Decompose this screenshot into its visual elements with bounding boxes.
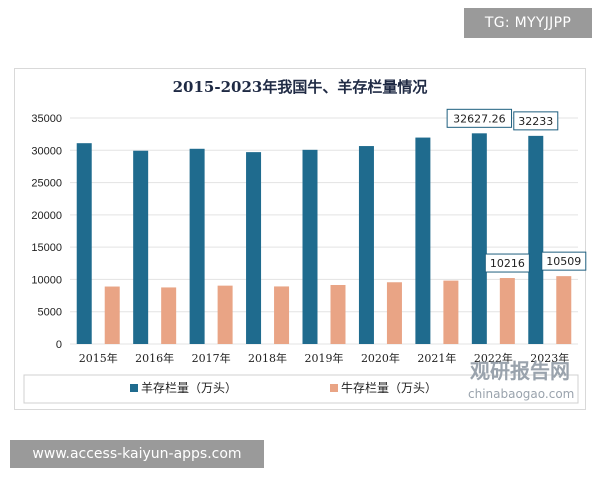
bar-cattle [499, 278, 515, 344]
data-label-text: 32233 [518, 115, 553, 128]
legend-swatch-sheep [130, 384, 138, 392]
legend-box [23, 374, 579, 404]
x-tick-label: 2020年 [361, 351, 400, 365]
bar-cattle [217, 285, 233, 344]
grid-lines [70, 117, 578, 345]
legend: 羊存栏量（万头） 牛存栏量（万头） [23, 374, 579, 404]
bar-sheep [358, 146, 374, 344]
bar-sheep [189, 148, 205, 344]
x-tick-label: 2016年 [135, 351, 174, 365]
y-tick-label: 15000 [31, 242, 62, 254]
y-tick-label: 20000 [31, 210, 62, 222]
data-label-text: 10509 [546, 255, 581, 268]
x-tick-label: 2017年 [192, 351, 231, 365]
data-label: 10509 [541, 251, 587, 271]
y-tick-label: 10000 [31, 274, 62, 286]
y-tick-label: 5000 [38, 307, 62, 319]
bar-cattle [386, 282, 402, 344]
bar-sheep [76, 143, 92, 344]
x-tick-label: 2023年 [530, 351, 569, 365]
x-tick-label: 2015年 [79, 351, 118, 365]
bar-sheep [302, 149, 318, 344]
watermark-logo: 观研报告网 chinabaogao.com [468, 359, 574, 401]
y-tick-label: 35000 [31, 113, 62, 125]
legend-label-cattle: 牛存栏量（万头） [341, 380, 437, 395]
data-label-box [446, 108, 513, 128]
bar-cattle [161, 287, 177, 344]
data-label-text: 10216 [490, 257, 525, 270]
bar-sheep [528, 135, 544, 344]
tg-badge: TG: MYYJJPP [464, 8, 592, 38]
y-tick-label: 0 [56, 339, 62, 351]
bars [76, 133, 572, 344]
x-tick-label: 2019年 [305, 351, 344, 365]
bar-cattle [104, 286, 120, 344]
data-label-box [513, 111, 559, 131]
bar-sheep [246, 152, 262, 344]
legend-swatch-cattle [330, 384, 338, 392]
url-badge: www.access-kaiyun-apps.com [10, 440, 264, 468]
chart-title: 2015-2023年我国牛、羊存栏量情况 [173, 78, 428, 96]
bar-cattle [330, 284, 346, 344]
watermark-cn: 观研报告网 [470, 359, 570, 383]
bar-sheep [471, 133, 487, 344]
bar-sheep [415, 137, 431, 344]
data-labels: 32627.26 32233 10216 10509 [446, 108, 587, 273]
data-label-box [484, 253, 530, 273]
data-label: 32627.26 [446, 108, 513, 128]
data-label-box [541, 251, 587, 271]
x-tick-label: 2021年 [417, 351, 456, 365]
legend-label-sheep: 羊存栏量（万头） [141, 380, 237, 395]
data-label: 10216 [484, 253, 530, 273]
data-label: 32233 [513, 111, 559, 131]
y-tick-label: 30000 [31, 145, 62, 157]
bar-cattle [274, 286, 290, 344]
y-tick-label: 25000 [31, 178, 62, 190]
x-tick-label: 2022年 [474, 351, 513, 365]
bar-sheep [133, 150, 149, 344]
data-label-text: 32627.26 [453, 112, 506, 125]
x-tick-label: 2018年 [248, 351, 287, 365]
watermark-en: chinabaogao.com [468, 387, 574, 401]
bar-cattle [556, 276, 572, 344]
bar-cattle [443, 280, 459, 344]
axis-labels: 0 5000 10000 15000 20000 25000 30000 35000 2015年… [31, 113, 569, 365]
